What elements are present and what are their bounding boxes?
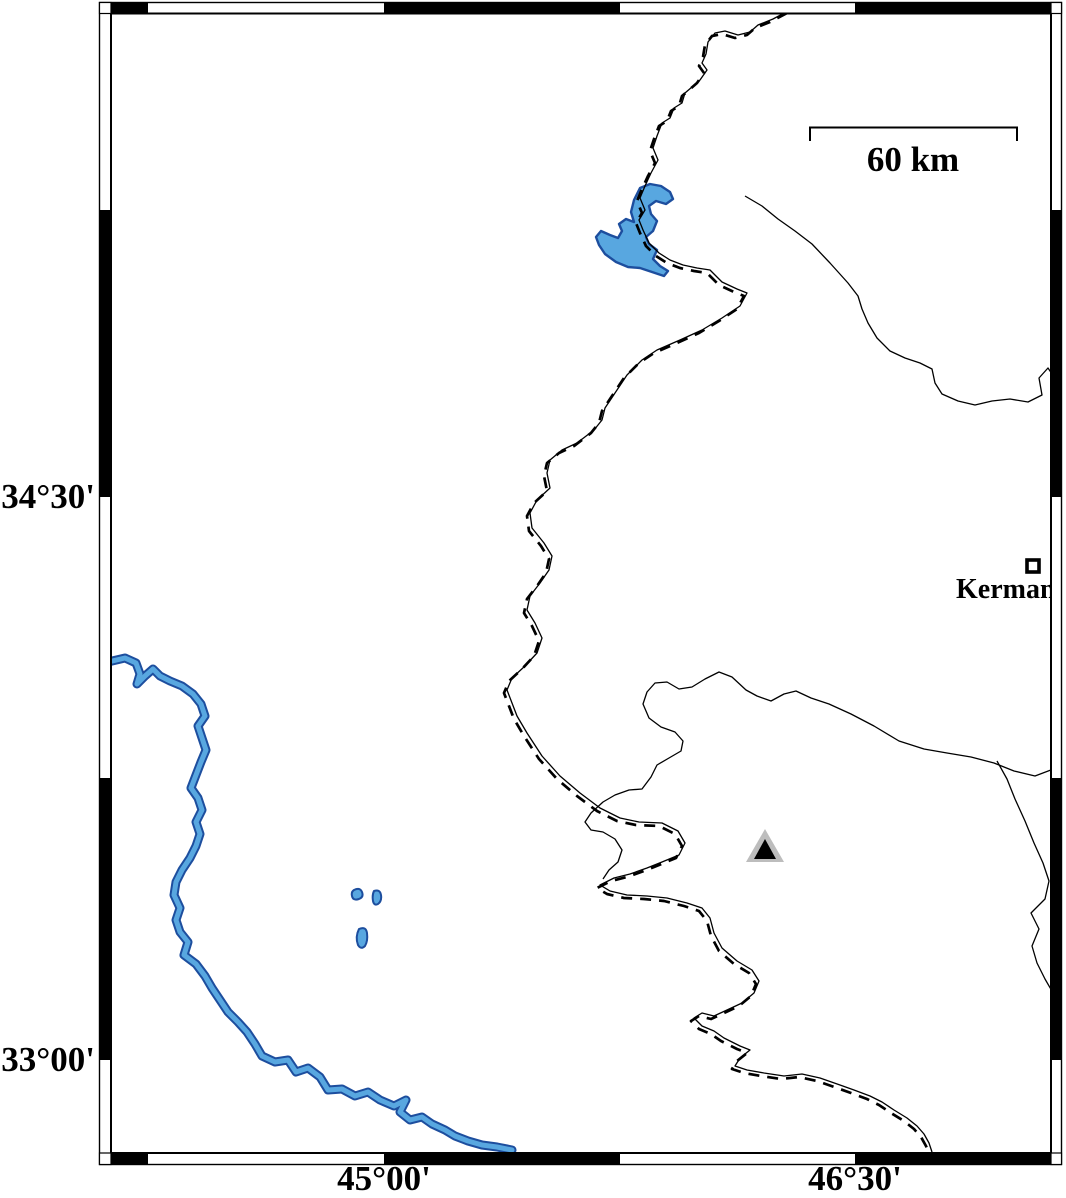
pond <box>350 887 364 901</box>
scale-bar-bracket <box>809 126 1018 141</box>
map-frame <box>98 1 1063 1166</box>
frame-segment <box>1051 778 1062 1060</box>
frame-segment <box>111 1153 148 1165</box>
lat-label-34-30: 34°30' <box>1 477 95 516</box>
frame-segment <box>384 1153 620 1165</box>
boundary-line-east <box>584 671 1051 880</box>
scale-bar-label: 60 km <box>867 140 959 179</box>
frame-segment <box>1051 210 1062 497</box>
map-interior: Kermanshah <box>111 13 1066 1153</box>
frame-corner <box>1050 1152 1063 1166</box>
pond <box>355 927 369 949</box>
river <box>111 655 515 1153</box>
lat-label-33-00: 33°00' <box>1 1040 95 1079</box>
international-border <box>502 13 931 1153</box>
river-outline <box>111 653 517 1153</box>
frame-segment <box>855 1153 1051 1165</box>
frame-corner <box>98 1 112 15</box>
lake <box>594 182 675 278</box>
frame-inner-rect <box>110 12 1052 1154</box>
scale-bar: 60 km <box>809 126 1018 179</box>
station-triangle-marker <box>746 829 784 862</box>
boundary-line-northeast <box>744 195 1051 406</box>
lon-label-45-00: 45°00' <box>337 1159 431 1198</box>
city-label: Kermanshah <box>956 574 1066 605</box>
frame-segment <box>111 2 148 14</box>
city-marker-square <box>1025 558 1041 574</box>
boundary-line-southeast <box>996 760 1051 991</box>
lon-label-46-30: 46°30' <box>808 1159 902 1198</box>
triangle-core <box>754 839 776 859</box>
frame-segment <box>384 2 620 14</box>
frame-outer-rect <box>98 1 1063 1166</box>
frame-segment <box>99 778 111 1060</box>
pond <box>371 889 383 906</box>
frame-segment <box>99 210 111 497</box>
frame-corner <box>98 1152 112 1166</box>
frame-segment <box>855 2 1051 14</box>
frame-corner <box>1050 1 1063 15</box>
border-solid-line <box>506 13 933 1153</box>
